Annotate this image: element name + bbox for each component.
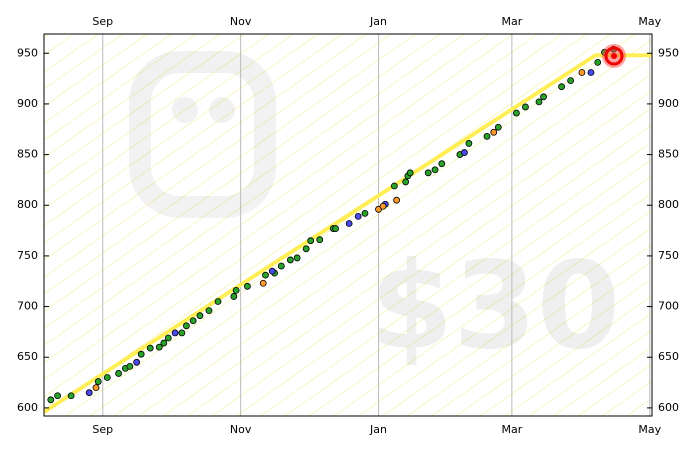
target bbox=[602, 44, 626, 68]
datapoint bbox=[230, 293, 238, 300]
datapoint bbox=[277, 262, 285, 270]
datapoint bbox=[137, 350, 145, 358]
y-tick-label: 750 bbox=[17, 249, 38, 262]
datapoint bbox=[155, 343, 163, 351]
datapoint bbox=[232, 286, 240, 294]
datapoint bbox=[578, 69, 586, 76]
y-tick-label: 650 bbox=[17, 350, 38, 363]
y-tick-label: 800 bbox=[17, 198, 38, 211]
y-tick-label-right: 650 bbox=[658, 350, 679, 363]
datapoint bbox=[406, 169, 414, 177]
datapoint bbox=[178, 329, 186, 337]
datapoint bbox=[189, 317, 197, 325]
x-tick-label-top: May bbox=[638, 15, 661, 28]
datapoint bbox=[126, 362, 134, 370]
datapoint bbox=[182, 322, 190, 330]
datapoint bbox=[268, 267, 276, 275]
x-tick-label: Sep bbox=[92, 423, 113, 436]
x-tick-label-top: Jan bbox=[369, 15, 387, 28]
datapoint bbox=[461, 149, 468, 156]
y-tick-label-right: 700 bbox=[658, 300, 679, 313]
datapoint bbox=[92, 384, 100, 392]
datapoint bbox=[47, 396, 55, 404]
x-tick-label-top: Nov bbox=[230, 15, 252, 28]
datapoint bbox=[594, 58, 602, 66]
datapoint bbox=[465, 140, 473, 147]
datapoint bbox=[345, 220, 353, 227]
datapoint bbox=[205, 307, 213, 315]
datapoint bbox=[361, 209, 369, 217]
datapoint bbox=[67, 392, 75, 400]
x-tick-label: Mar bbox=[501, 423, 522, 436]
y-tick-label: 950 bbox=[17, 46, 38, 59]
datapoint bbox=[196, 312, 204, 320]
datapoint bbox=[85, 389, 93, 397]
plot-area: $30 bbox=[44, 34, 652, 416]
datapoint bbox=[160, 339, 168, 347]
datapoint bbox=[558, 83, 565, 91]
datapoint bbox=[438, 160, 446, 168]
datapoint bbox=[293, 254, 301, 262]
datapoint bbox=[567, 77, 575, 85]
datapoint bbox=[431, 166, 439, 174]
datapoint bbox=[390, 182, 398, 190]
datapoint bbox=[262, 271, 269, 279]
datapoint bbox=[286, 256, 294, 264]
datapoint bbox=[171, 329, 179, 337]
datapoint bbox=[316, 236, 324, 244]
y-tick-label: 600 bbox=[17, 401, 38, 414]
datapoint bbox=[354, 212, 362, 220]
datapoint bbox=[94, 378, 102, 385]
x-tick-label-top: Mar bbox=[501, 15, 522, 28]
y-tick-label: 700 bbox=[17, 300, 38, 313]
datapoint bbox=[522, 103, 529, 111]
datapoint bbox=[424, 169, 432, 177]
datapoint bbox=[115, 370, 122, 377]
y-tick-label: 900 bbox=[17, 97, 38, 110]
x-tick-label: May bbox=[638, 423, 661, 436]
datapoint bbox=[512, 109, 520, 117]
datapoint bbox=[302, 245, 310, 253]
datapoint bbox=[483, 132, 491, 140]
y-tick-label-right: 600 bbox=[658, 401, 679, 414]
datapoint bbox=[146, 344, 154, 352]
datapoint bbox=[535, 98, 543, 106]
datapoint bbox=[244, 282, 251, 290]
datapoint bbox=[214, 298, 222, 305]
y-tick-label: 850 bbox=[17, 148, 38, 161]
datapoint bbox=[103, 374, 111, 381]
y-tick-label-right: 950 bbox=[658, 46, 679, 59]
y-tick-label-right: 900 bbox=[658, 97, 679, 110]
datapoint bbox=[54, 392, 61, 400]
datapoint bbox=[259, 279, 267, 287]
datapoint bbox=[133, 358, 141, 366]
x-tick-label: Nov bbox=[230, 423, 252, 436]
datapoint bbox=[490, 128, 498, 136]
datapoint bbox=[494, 123, 502, 131]
datapoint bbox=[332, 225, 339, 232]
x-tick-label: Jan bbox=[369, 423, 387, 436]
y-tick-label-right: 850 bbox=[658, 148, 679, 161]
x-tick-label-top: Sep bbox=[92, 15, 113, 28]
datapoint bbox=[379, 202, 387, 210]
datapoint bbox=[587, 69, 595, 76]
datapoint bbox=[402, 178, 410, 186]
datapoint bbox=[307, 237, 315, 245]
frame bbox=[43, 33, 653, 417]
road bbox=[44, 53, 652, 414]
y-tick-label-right: 800 bbox=[658, 198, 679, 211]
logo bbox=[129, 51, 276, 218]
datapoint bbox=[164, 334, 172, 342]
datapoint bbox=[393, 196, 400, 204]
watermark: $30 bbox=[370, 238, 621, 377]
datapoint bbox=[540, 93, 547, 101]
y-tick-label-right: 750 bbox=[658, 249, 679, 262]
